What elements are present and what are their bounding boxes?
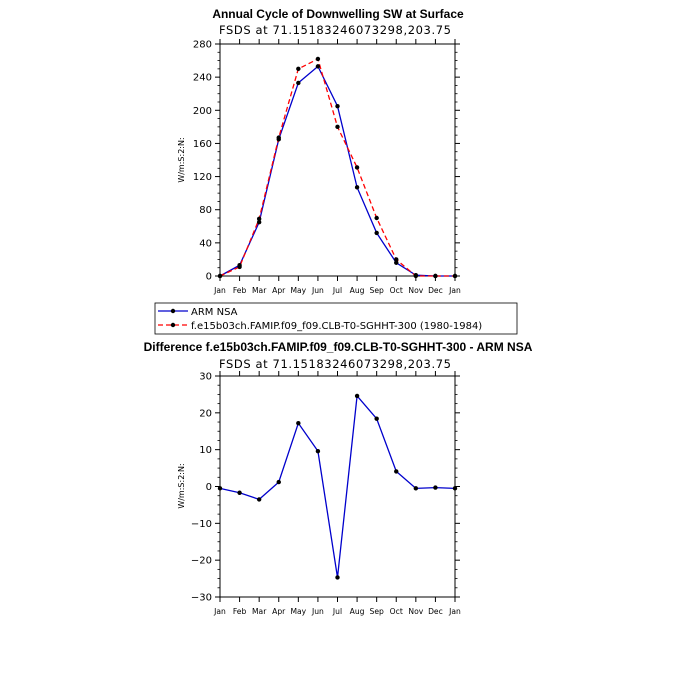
chart-1-series-1-point — [374, 215, 379, 221]
chart-1-xtick-label: Jun — [311, 286, 324, 295]
chart-2-series-0-point — [217, 486, 223, 491]
chart-2-ytick-label: −10 — [191, 519, 212, 530]
chart-1-series-1-point — [315, 56, 321, 62]
chart-1-series-0-point — [354, 185, 360, 190]
chart-1-xtick-label: Mar — [252, 286, 267, 295]
chart-1-series-1-point — [276, 135, 281, 140]
chart-2-xtick-label: Jan — [448, 607, 461, 616]
chart-1-series-0-point — [315, 64, 321, 69]
chart-1-series-0-line — [219, 65, 455, 277]
chart-1-series-1-point — [452, 273, 458, 279]
chart-1-ylabel: W/m:S:2:N: — [177, 137, 186, 182]
chart-1-ytick-label: 200 — [193, 106, 212, 117]
chart-1-series-1-point — [394, 257, 399, 262]
chart-2-series-0-point — [394, 469, 399, 474]
chart-2-series-0-line — [219, 394, 456, 578]
chart-1-series-0-point — [296, 80, 301, 86]
chart-2-series-0-point — [452, 486, 458, 491]
chart-1-series-1-point — [237, 264, 242, 270]
chart-1-series-1-point — [335, 124, 340, 130]
chart-2-ytick-label: 10 — [199, 445, 212, 456]
legend: ARM NSA f.e15b03ch.FAMIP.f09_f09.CLB-T0-… — [154, 302, 518, 335]
chart-2-xtick-label: Dec — [428, 607, 443, 616]
chart-2-frame — [219, 375, 456, 598]
chart-2-title: Difference f.e15b03ch.FAMIP.f09_f09.CLB-… — [144, 340, 533, 354]
chart-2-series-0-point — [276, 479, 281, 485]
chart-1-series-1-point — [296, 66, 301, 72]
chart-1-xtick-label: Apr — [272, 286, 286, 295]
chart-2-subtitle: FSDS at 71.15183246073298,203.75 — [219, 357, 452, 371]
chart-1-series-1-point — [354, 165, 360, 170]
chart-2-ytick-label: 0 — [206, 482, 212, 493]
legend-label-arm-nsa: ARM NSA — [191, 307, 238, 318]
chart-1-series-0-point — [394, 260, 399, 265]
chart-1-series-0-point — [335, 103, 340, 109]
chart-1-xtick-label: Jan — [213, 286, 226, 295]
legend-marker-arm-nsa — [170, 308, 176, 314]
chart-1-ytick-label: 240 — [193, 73, 212, 84]
chart-2-series-0-point — [237, 490, 242, 495]
chart-2-series-0-point — [315, 448, 321, 454]
chart-1-series-0-point — [374, 230, 379, 236]
chart-2-series-0-point — [296, 420, 301, 426]
chart-2-series-0-point — [374, 416, 379, 421]
chart-1-frame — [219, 43, 456, 277]
chart-2-xtick-label: Mar — [252, 607, 267, 616]
chart-2-plot: −30 −20 −10 0 10 20 30 Jan Feb Mar Apr May Jun Jul Aug… — [191, 371, 461, 616]
legend-marker-model — [170, 322, 176, 328]
chart-2-ytick-label: −30 — [191, 593, 212, 604]
chart-2-xtick-label: Nov — [408, 607, 423, 616]
chart-2-series-0-point — [256, 497, 262, 502]
chart-1-title: Annual Cycle of Downwelling SW at Surfac… — [212, 7, 464, 21]
chart-1-ytick-label: 160 — [193, 139, 212, 150]
chart-1-series-0-point — [256, 219, 262, 225]
chart-2-xtick-label: Oct — [390, 607, 403, 616]
chart-1-xtick-label: Dec — [428, 286, 443, 295]
legend-label-model: f.e15b03ch.FAMIP.f09_f09.CLB-T0-SGHHT-30… — [191, 321, 482, 332]
chart-1-series-1-point — [413, 273, 419, 279]
chart-2-series-0-point — [354, 393, 360, 399]
chart-1-series-1-point — [256, 216, 262, 222]
chart-1-series-1-line — [219, 57, 455, 277]
chart-1-plot: 0 40 80 120 160 200 240 280 Jan Feb Mar Apr May Jun Ju… — [193, 39, 461, 295]
chart-2-ylabel: W/m:S:2:N: — [177, 463, 186, 508]
chart-2-xtick-label: Sep — [370, 607, 384, 616]
legend-box — [154, 302, 518, 335]
chart-1-xtick-label: Aug — [350, 286, 365, 295]
chart-1-series-1-point — [433, 273, 438, 279]
chart-2-ytick-label: −20 — [191, 556, 212, 567]
chart-1-ytick-label: 120 — [193, 172, 212, 183]
chart-2-series-0-point — [433, 485, 438, 490]
chart-1-xtick-label: May — [290, 286, 306, 295]
chart-2-xtick-label: Feb — [233, 607, 247, 616]
chart-1-xtick-label: Oct — [390, 286, 403, 295]
chart-2-xtick-label: Jul — [332, 607, 342, 616]
chart-1-ytick-label: 80 — [199, 205, 212, 216]
chart-2-xtick-label: May — [290, 607, 306, 616]
chart-1-xtick-label: Nov — [408, 286, 423, 295]
chart-1-xtick-label: Jan — [448, 286, 461, 295]
chart-2-series-0-point — [413, 486, 419, 491]
chart-1-xtick-label: Sep — [370, 286, 384, 295]
chart-1-series-1-point — [217, 273, 223, 279]
chart-1-xtick-label: Jul — [332, 286, 342, 295]
chart-2-series-0-point — [335, 575, 340, 580]
chart-2-xtick-label: Apr — [272, 607, 286, 616]
chart-1-xtick-label: Feb — [233, 286, 247, 295]
chart-1-ytick-label: 0 — [206, 272, 212, 283]
chart-2-xtick-label: Jan — [213, 607, 226, 616]
chart-1-ytick-label: 280 — [193, 40, 212, 51]
chart-2-xtick-label: Aug — [350, 607, 365, 616]
chart-2-ytick-label: 20 — [199, 408, 212, 419]
chart-1-ytick-label: 40 — [199, 238, 212, 249]
chart-1-subtitle: FSDS at 71.15183246073298,203.75 — [219, 23, 452, 37]
chart-2-xtick-label: Jun — [311, 607, 324, 616]
chart-2-ytick-label: 30 — [199, 372, 212, 383]
